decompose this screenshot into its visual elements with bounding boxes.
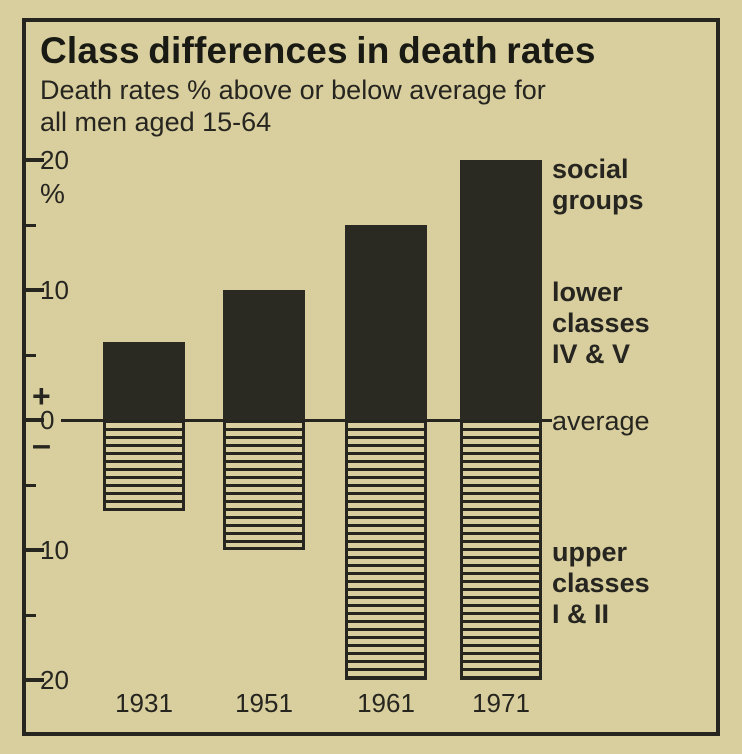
ytick-label: 20 bbox=[40, 665, 69, 696]
x-category: 1971 bbox=[461, 688, 541, 719]
minus-sign: – bbox=[32, 426, 51, 465]
chart-subtitle: Death rates % above or below average for… bbox=[40, 74, 546, 139]
plus-sign: + bbox=[32, 378, 51, 415]
ytick-label: 10 bbox=[40, 275, 69, 306]
bar-lower bbox=[460, 160, 542, 420]
x-category: 1961 bbox=[346, 688, 426, 719]
y-unit: % bbox=[40, 178, 65, 210]
ytick-label: 20 bbox=[40, 145, 69, 176]
bar-lower bbox=[345, 225, 427, 420]
bar-upper bbox=[460, 420, 542, 680]
ytick-minor bbox=[22, 614, 36, 617]
bar-lower bbox=[223, 290, 305, 420]
legend-header: social groups bbox=[552, 154, 716, 216]
bar-upper bbox=[103, 420, 185, 511]
ytick-minor bbox=[22, 354, 36, 357]
chart-title: Class differences in death rates bbox=[40, 30, 596, 72]
bar-upper bbox=[345, 420, 427, 680]
chart-frame: Class differences in death rates Death r… bbox=[22, 18, 720, 736]
subtitle-line1: Death rates % above or below average for bbox=[40, 75, 546, 105]
legend-lower: lower classesIV & V bbox=[552, 277, 716, 370]
ytick-label: 10 bbox=[40, 535, 69, 566]
legend-average: average bbox=[552, 406, 650, 437]
legend-upper: upper classesI & II bbox=[552, 537, 716, 630]
x-category: 1931 bbox=[104, 688, 184, 719]
x-category: 1951 bbox=[224, 688, 304, 719]
bar-lower bbox=[103, 342, 185, 420]
ytick-minor bbox=[22, 224, 36, 227]
bar-upper bbox=[223, 420, 305, 550]
plot-area: 201001020%+–1931195119611971social group… bbox=[26, 160, 716, 728]
subtitle-line2: all men aged 15-64 bbox=[40, 107, 271, 137]
ytick-minor bbox=[22, 484, 36, 487]
